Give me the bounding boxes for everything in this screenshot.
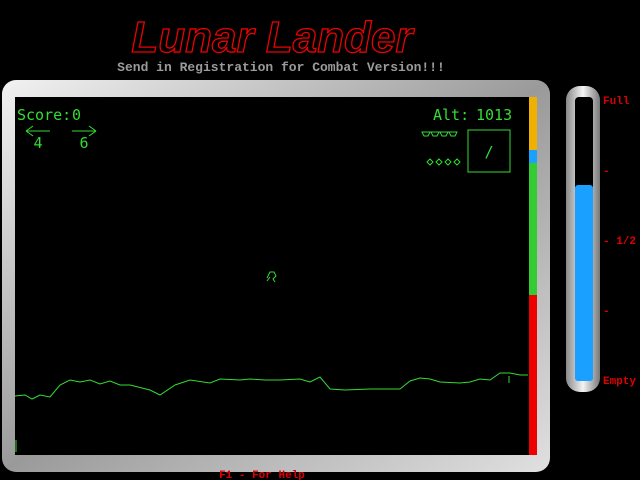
score-value: 0	[72, 106, 81, 124]
alt-label: Alt:	[433, 106, 469, 124]
right-thrust: 6	[79, 134, 88, 152]
fuel-label: Full	[603, 96, 630, 108]
status-bar-yellow	[529, 97, 537, 150]
left-thrust: 4	[33, 134, 42, 152]
status-bar-blue	[529, 150, 537, 163]
help-hint: F1 - For Help	[219, 470, 305, 480]
lander	[266, 271, 277, 283]
fuel-label: - 1/2	[603, 236, 636, 248]
subtitle: Send in Registration for Combat Version!…	[117, 60, 445, 75]
fuel-level	[575, 185, 593, 381]
title: Lunar Lander	[131, 13, 415, 62]
thrust-arrows	[25, 125, 97, 137]
terrain	[14, 372, 528, 400]
fuel-label: -	[603, 306, 610, 318]
lives-icons	[421, 131, 461, 166]
attitude-box	[467, 129, 511, 173]
status-bar-green	[529, 163, 537, 295]
playfield	[15, 97, 530, 455]
alt-value: 1013	[476, 106, 512, 124]
fuel-label: -	[603, 166, 610, 178]
attitude: /	[484, 143, 493, 161]
fuel-label: Empty	[603, 376, 636, 388]
score-label: Score:	[17, 106, 71, 124]
status-bar-red	[529, 295, 537, 455]
